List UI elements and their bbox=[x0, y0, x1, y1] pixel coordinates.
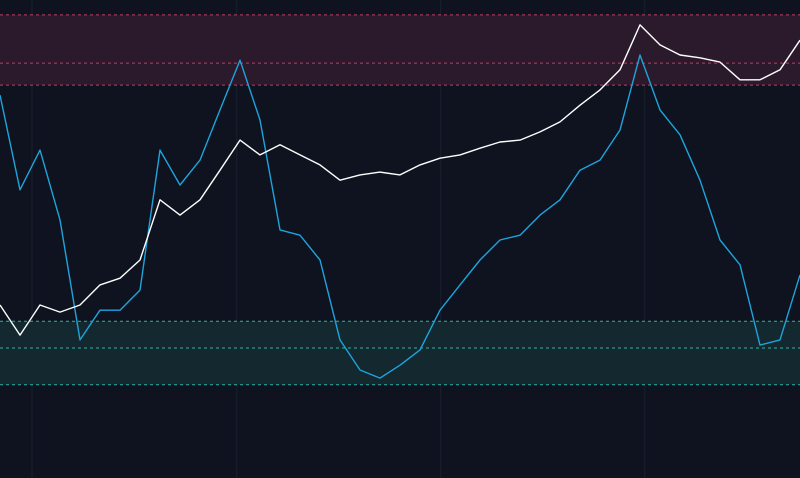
series-line bbox=[0, 24, 800, 336]
series-line bbox=[0, 54, 800, 379]
band bbox=[0, 14, 800, 86]
band bbox=[0, 321, 800, 385]
